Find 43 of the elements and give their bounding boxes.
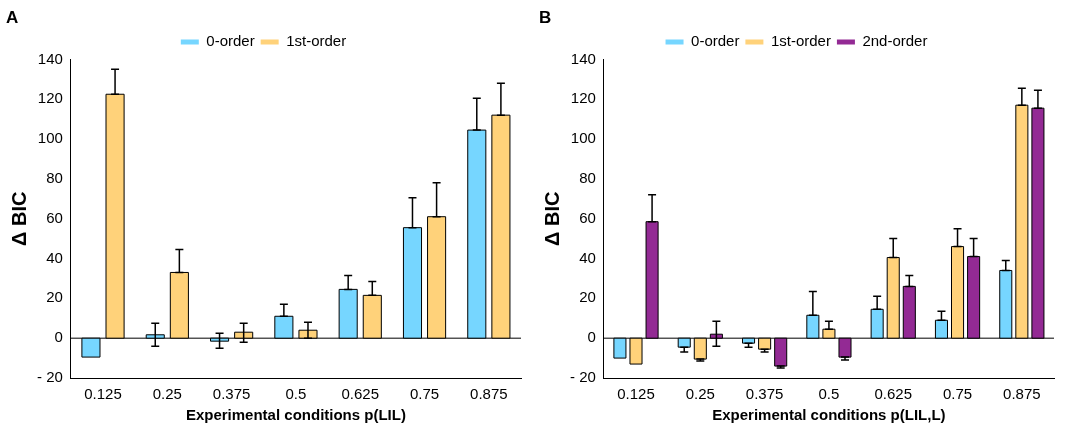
x-tick-label: 0.625 bbox=[874, 385, 912, 403]
y-tick-label: 40 bbox=[579, 248, 596, 266]
y-tick-label: 20 bbox=[46, 288, 63, 306]
x-tick-label: 0.5 bbox=[285, 385, 307, 403]
y-tick-label: 80 bbox=[579, 169, 596, 187]
x-tick-label: 0.375 bbox=[745, 385, 784, 403]
x-tick-label: 0.5 bbox=[818, 385, 840, 403]
y-tick-label: 120 bbox=[570, 89, 596, 107]
x-tick-label: 0.875 bbox=[1003, 385, 1041, 403]
x-tick-label: 0.75 bbox=[409, 385, 440, 403]
y-tick-label: 120 bbox=[37, 89, 63, 107]
legend-label: 0-order bbox=[691, 32, 740, 50]
x-tick-label: 0.875 bbox=[470, 385, 508, 403]
x-tick-label: 0.75 bbox=[942, 385, 973, 403]
chart-title: A bbox=[6, 7, 19, 27]
y-tick-label: - 20 bbox=[569, 368, 596, 386]
x-tick-label: 0.25 bbox=[685, 385, 715, 403]
y-tick-label: 140 bbox=[570, 49, 596, 67]
y-tick-label: 140 bbox=[37, 49, 63, 67]
y-tick-label: 0 bbox=[587, 328, 596, 346]
chart-title: B bbox=[539, 7, 552, 27]
x-axis-title: Experimental conditions p(LIL) bbox=[185, 406, 406, 424]
legend-label: 1st-order bbox=[770, 32, 831, 50]
y-tick-label: 100 bbox=[37, 129, 63, 147]
y-axis-title: Δ BIC bbox=[7, 191, 30, 246]
y-tick-label: 100 bbox=[570, 129, 596, 147]
legend-label: 2nd-order bbox=[862, 32, 928, 50]
y-tick-label: 60 bbox=[579, 208, 596, 226]
x-axis-title: Experimental conditions p(LIL,L) bbox=[712, 406, 946, 424]
x-tick-label: 0.375 bbox=[212, 385, 251, 403]
y-tick-label: 80 bbox=[46, 169, 63, 187]
x-tick-label: 0.25 bbox=[152, 385, 182, 403]
x-tick-label: 0.125 bbox=[84, 385, 122, 403]
y-tick-label: 20 bbox=[579, 288, 596, 306]
y-tick-label: 40 bbox=[46, 248, 63, 266]
x-tick-label: 0.625 bbox=[341, 385, 379, 403]
legend-label: 1st-order bbox=[286, 32, 347, 50]
legend-label: 0-order bbox=[206, 32, 255, 50]
y-tick-label: 60 bbox=[46, 208, 63, 226]
y-axis-title: Δ BIC bbox=[540, 191, 563, 246]
y-tick-label: - 20 bbox=[36, 368, 63, 386]
x-tick-label: 0.125 bbox=[617, 385, 655, 403]
y-tick-label: 0 bbox=[54, 328, 63, 346]
